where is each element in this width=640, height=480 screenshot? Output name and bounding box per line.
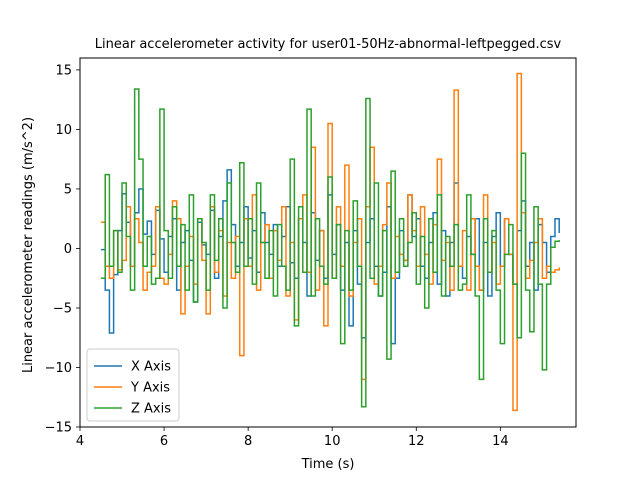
x-tick-label: 14: [492, 434, 509, 449]
legend: X Axis Y Axis Z Axis: [86, 348, 180, 422]
y-tick-label: 15: [55, 63, 72, 78]
x-tick-label: 12: [408, 434, 425, 449]
y-tick-label: 5: [64, 182, 72, 197]
plot-frame: [79, 57, 577, 428]
legend-label: Z Axis: [131, 402, 171, 417]
x-tick-label: 6: [160, 434, 168, 449]
y-tick-label: −10: [45, 361, 72, 376]
chart-title: Linear accelerometer activity for user01…: [95, 37, 562, 52]
x-axis-ticks: 4 6 8 10 12 14: [76, 427, 509, 449]
x-tick-label: 8: [244, 434, 252, 449]
y-tick-label: 0: [64, 242, 72, 257]
y-tick-label: 10: [55, 123, 72, 138]
x-tick-label: 4: [76, 434, 84, 449]
y-axis-ticks: −15 −10 −5 0 5 10 15: [45, 63, 80, 436]
y-tick-label: −15: [45, 421, 72, 436]
series-line-3: [101, 88, 560, 408]
legend-box: [86, 348, 180, 422]
x-tick-label: 10: [324, 434, 341, 449]
plot-lines: [101, 72, 560, 412]
legend-label: X Axis: [131, 360, 171, 375]
y-tick-label: −5: [53, 301, 72, 316]
legend-label: Y Axis: [130, 381, 170, 396]
y-axis-label: Linear accelerometer readings (m/s^2): [21, 117, 36, 373]
x-axis-label: Time (s): [301, 457, 355, 472]
